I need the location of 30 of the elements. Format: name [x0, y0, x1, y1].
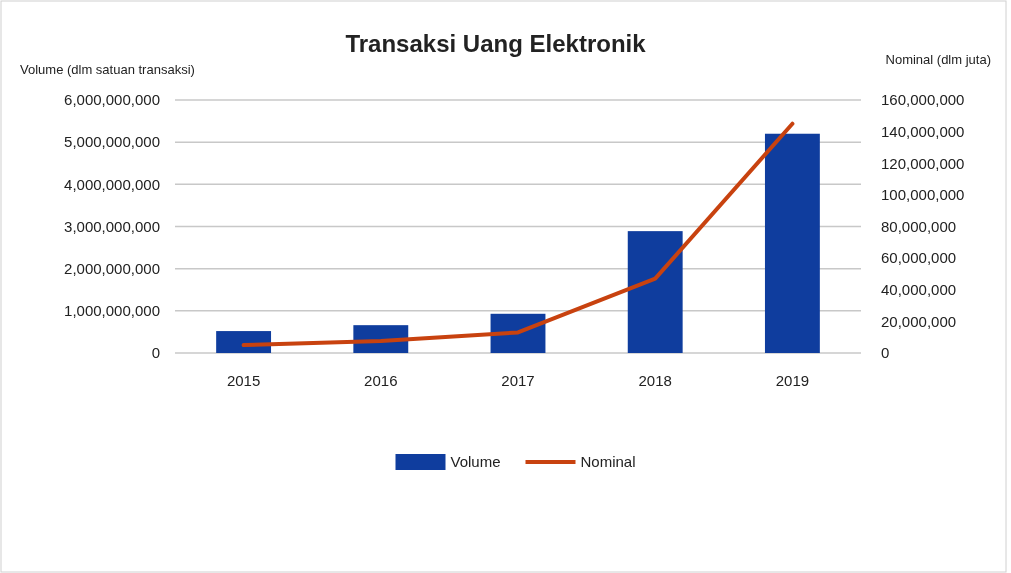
y2-tick-label: 140,000,000: [881, 122, 965, 140]
line-series: [241, 121, 795, 348]
y-tick-label: 5,000,000,000: [64, 133, 160, 151]
x-tick-label: 2018: [638, 372, 672, 389]
y2-axis-title: Nominal (dlm juta): [885, 52, 991, 67]
y2-tick-label: 0: [881, 344, 890, 362]
legend-label: Nominal: [580, 453, 636, 471]
y2-tick-label: 20,000,000: [881, 312, 957, 330]
y-tick-label: 1,000,000,000: [64, 302, 160, 320]
x-tick-label: 2017: [501, 372, 535, 389]
y2-tick-label: 160,000,000: [881, 91, 965, 109]
chart-title: Transaksi Uang Elektronik: [345, 30, 647, 57]
y-tick-label: 2,000,000,000: [64, 259, 160, 277]
y2-tick-label: 100,000,000: [881, 186, 965, 204]
y-tick-label: 6,000,000,000: [64, 91, 160, 109]
y2-tick-label: 80,000,000: [881, 217, 957, 235]
y2-tick-label: 120,000,000: [881, 154, 965, 172]
bar: [627, 231, 683, 353]
y2-tick-label: 40,000,000: [881, 281, 957, 298]
x-tick-label: 2019: [775, 372, 810, 389]
y-tick-label: 0: [151, 344, 160, 362]
x-tick-label: 2015: [226, 372, 261, 389]
y-axis-title: Volume (dlm satuan transaksi): [20, 62, 195, 77]
legend-label: Volume: [450, 453, 501, 471]
y2-tick-label: 60,000,000: [881, 249, 957, 267]
bar: [764, 133, 820, 353]
bar: [216, 331, 272, 353]
y-tick-label: 3,000,000,000: [64, 217, 160, 235]
y-tick-label: 4,000,000,000: [64, 175, 160, 193]
x-tick-label: 2016: [364, 372, 398, 389]
